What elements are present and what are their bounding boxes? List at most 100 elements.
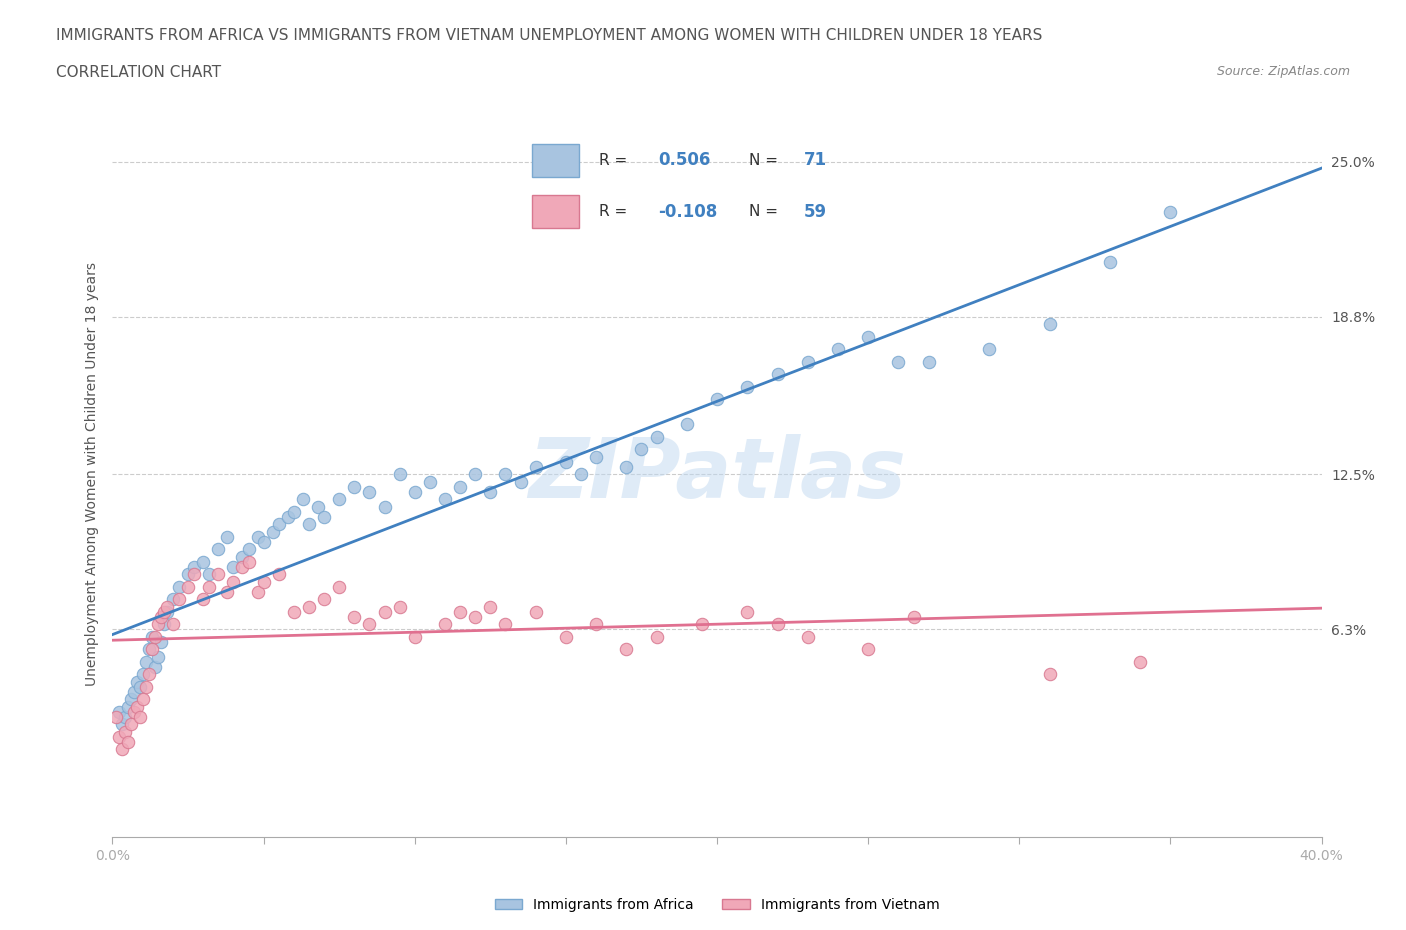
Point [104, 710, 127, 724]
Point [291, 492, 314, 507]
Point [328, 579, 350, 594]
Point [554, 455, 576, 470]
Point [419, 474, 441, 489]
Point [343, 479, 366, 494]
Point [1038, 667, 1062, 682]
Text: R =: R = [599, 153, 627, 167]
Text: 0.506: 0.506 [658, 152, 710, 169]
Point [107, 705, 129, 720]
Text: 59: 59 [804, 203, 827, 220]
Point [183, 567, 205, 582]
Point [585, 449, 607, 464]
Point [198, 579, 221, 594]
Point [690, 617, 713, 631]
Point [307, 499, 329, 514]
Point [122, 705, 145, 720]
Point [977, 342, 1000, 357]
Point [262, 525, 284, 539]
Point [479, 600, 502, 615]
Point [191, 554, 214, 569]
Text: R =: R = [599, 205, 627, 219]
Point [918, 354, 941, 369]
Point [114, 710, 136, 724]
Point [146, 649, 169, 664]
Point [766, 366, 789, 381]
Point [217, 529, 239, 544]
Point [856, 642, 880, 657]
Point [630, 442, 652, 457]
Point [107, 729, 129, 744]
Point [298, 600, 321, 615]
Point [156, 604, 179, 619]
Point [449, 479, 471, 494]
Point [238, 542, 260, 557]
Point [246, 584, 269, 599]
Legend: Immigrants from Africa, Immigrants from Vietnam: Immigrants from Africa, Immigrants from … [489, 892, 945, 917]
Text: Source: ZipAtlas.com: Source: ZipAtlas.com [1216, 65, 1350, 78]
Point [128, 680, 150, 695]
Point [479, 485, 502, 499]
Text: ZIPatlas: ZIPatlas [529, 433, 905, 515]
Point [149, 609, 172, 624]
Point [796, 630, 818, 644]
Point [120, 717, 142, 732]
Point [153, 604, 176, 619]
Point [135, 680, 157, 695]
Point [117, 735, 139, 750]
Point [509, 474, 531, 489]
Point [796, 354, 818, 369]
Point [675, 417, 697, 432]
Point [314, 591, 336, 606]
Point [737, 604, 759, 619]
Point [388, 467, 411, 482]
Point [616, 642, 638, 657]
Text: N =: N = [748, 153, 778, 167]
Point [167, 591, 190, 606]
Point [554, 630, 576, 644]
Point [1038, 317, 1062, 332]
Point [706, 392, 728, 406]
Point [191, 591, 214, 606]
Point [298, 517, 321, 532]
FancyBboxPatch shape [531, 195, 579, 229]
Point [110, 717, 132, 732]
Point [374, 499, 396, 514]
Point [217, 584, 239, 599]
Point [616, 459, 638, 474]
Point [138, 667, 160, 682]
Point [374, 604, 396, 619]
Point [135, 655, 157, 670]
Text: 71: 71 [804, 152, 827, 169]
Point [267, 567, 290, 582]
Point [146, 617, 169, 631]
Point [283, 604, 305, 619]
Point [125, 699, 148, 714]
Point [162, 617, 184, 631]
Point [162, 591, 184, 606]
Y-axis label: Unemployment Among Women with Children Under 18 years: Unemployment Among Women with Children U… [84, 262, 98, 686]
Point [128, 710, 150, 724]
Point [177, 567, 200, 582]
Point [1159, 205, 1181, 219]
Point [464, 467, 486, 482]
Point [207, 542, 229, 557]
Point [359, 485, 381, 499]
Point [231, 560, 253, 575]
Point [183, 560, 205, 575]
Point [283, 504, 305, 519]
Point [1129, 655, 1152, 670]
Point [903, 609, 925, 624]
Point [645, 430, 668, 445]
Text: N =: N = [748, 205, 778, 219]
Point [856, 329, 880, 344]
Text: IMMIGRANTS FROM AFRICA VS IMMIGRANTS FROM VIETNAM UNEMPLOYMENT AMONG WOMEN WITH : IMMIGRANTS FROM AFRICA VS IMMIGRANTS FRO… [56, 28, 1043, 43]
Point [117, 699, 139, 714]
Point [524, 459, 547, 474]
Point [110, 742, 132, 757]
Point [122, 684, 145, 699]
Point [167, 579, 190, 594]
Point [114, 724, 136, 739]
Point [143, 659, 166, 674]
Point [314, 510, 336, 525]
Point [359, 617, 381, 631]
